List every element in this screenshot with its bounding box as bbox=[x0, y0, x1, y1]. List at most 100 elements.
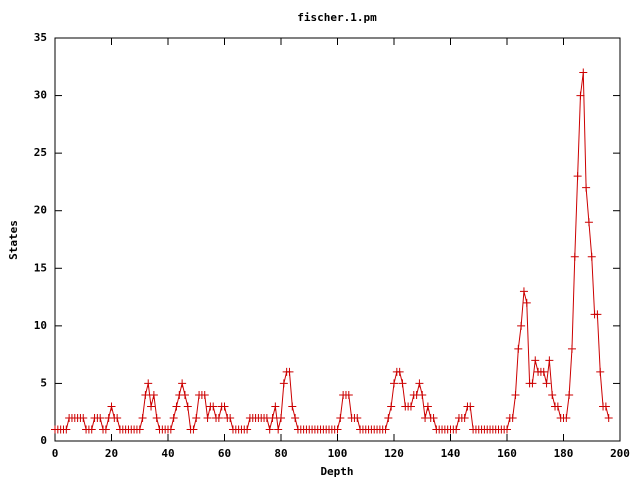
point-marker bbox=[548, 390, 557, 399]
y-tick-label: 35 bbox=[34, 31, 47, 44]
point-marker bbox=[593, 310, 602, 319]
point-marker bbox=[398, 379, 407, 388]
point-marker bbox=[418, 390, 427, 399]
point-marker bbox=[226, 413, 235, 422]
point-marker bbox=[265, 425, 274, 434]
point-marker bbox=[200, 390, 209, 399]
point-marker bbox=[62, 425, 71, 434]
point-marker bbox=[452, 425, 461, 434]
point-marker bbox=[268, 413, 277, 422]
x-axis-label: Depth bbox=[320, 465, 353, 478]
point-marker bbox=[79, 413, 88, 422]
point-marker bbox=[172, 402, 181, 411]
point-marker bbox=[573, 172, 582, 181]
point-marker bbox=[384, 413, 393, 422]
point-marker bbox=[152, 413, 161, 422]
x-tick-label: 180 bbox=[554, 447, 574, 460]
point-marker bbox=[553, 402, 562, 411]
point-marker bbox=[166, 425, 175, 434]
point-marker bbox=[514, 344, 523, 353]
point-marker bbox=[336, 413, 345, 422]
point-marker bbox=[528, 379, 537, 388]
x-tick-label: 0 bbox=[52, 447, 59, 460]
point-marker bbox=[565, 390, 574, 399]
point-marker bbox=[460, 413, 469, 422]
point-marker bbox=[279, 379, 288, 388]
x-tick-label: 160 bbox=[497, 447, 517, 460]
point-marker bbox=[285, 367, 294, 376]
point-marker bbox=[406, 402, 415, 411]
point-marker bbox=[107, 402, 116, 411]
point-marker bbox=[180, 390, 189, 399]
y-tick-label: 5 bbox=[40, 376, 47, 389]
x-tick-label: 200 bbox=[610, 447, 630, 460]
point-marker bbox=[596, 367, 605, 376]
line-series bbox=[55, 72, 610, 430]
point-marker bbox=[192, 413, 201, 422]
point-marker bbox=[508, 413, 517, 422]
point-marker bbox=[511, 390, 520, 399]
plot-frame bbox=[54, 37, 621, 442]
point-marker bbox=[189, 425, 198, 434]
point-marker bbox=[333, 425, 342, 434]
y-tick-label: 10 bbox=[34, 319, 47, 332]
point-marker bbox=[149, 390, 158, 399]
point-marker bbox=[423, 402, 432, 411]
point-marker bbox=[604, 413, 613, 422]
y-axis-label: States bbox=[7, 220, 20, 260]
point-marker bbox=[579, 68, 588, 77]
point-marker bbox=[87, 425, 96, 434]
x-tick-label: 60 bbox=[218, 447, 231, 460]
point-marker bbox=[503, 425, 511, 434]
y-tick-label: 25 bbox=[34, 146, 47, 159]
point-marker bbox=[183, 402, 192, 411]
point-marker bbox=[291, 413, 300, 422]
point-marker bbox=[178, 379, 187, 388]
x-tick-label: 140 bbox=[441, 447, 461, 460]
point-marker bbox=[601, 402, 610, 411]
x-tick-label: 100 bbox=[328, 447, 348, 460]
point-marker bbox=[576, 91, 585, 100]
point-marker bbox=[542, 379, 551, 388]
point-marker bbox=[522, 298, 531, 307]
point-marker bbox=[209, 402, 218, 411]
point-marker bbox=[387, 402, 396, 411]
point-marker bbox=[288, 402, 297, 411]
point-marker bbox=[395, 367, 404, 376]
point-marker bbox=[96, 413, 105, 422]
point-marker bbox=[415, 379, 424, 388]
point-marker bbox=[567, 344, 576, 353]
point-marker bbox=[539, 367, 548, 376]
point-marker bbox=[271, 402, 280, 411]
point-marker bbox=[517, 321, 526, 330]
point-marker bbox=[214, 413, 223, 422]
point-marker bbox=[147, 402, 156, 411]
point-marker bbox=[113, 413, 122, 422]
y-tick-label: 15 bbox=[34, 261, 47, 274]
point-marker bbox=[545, 356, 554, 365]
point-marker bbox=[220, 402, 229, 411]
point-marker bbox=[570, 252, 579, 261]
point-marker bbox=[531, 356, 540, 365]
point-marker bbox=[169, 413, 178, 422]
point-marker bbox=[519, 287, 528, 296]
point-marker bbox=[138, 413, 147, 422]
point-marker bbox=[562, 413, 571, 422]
point-marker bbox=[344, 390, 353, 399]
x-tick-label: 120 bbox=[384, 447, 404, 460]
chart-title: fischer.1.pm bbox=[297, 11, 377, 24]
point-marker bbox=[429, 413, 438, 422]
point-marker bbox=[381, 425, 390, 434]
point-marker bbox=[353, 413, 362, 422]
x-tick-label: 40 bbox=[161, 447, 174, 460]
point-marker bbox=[243, 425, 252, 434]
point-marker bbox=[390, 379, 398, 388]
x-tick-label: 80 bbox=[274, 447, 287, 460]
point-marker bbox=[582, 183, 591, 192]
point-marker bbox=[141, 390, 150, 399]
x-tick-label: 20 bbox=[105, 447, 118, 460]
point-marker bbox=[135, 425, 144, 434]
point-marker bbox=[277, 413, 285, 422]
point-marker bbox=[587, 252, 596, 261]
